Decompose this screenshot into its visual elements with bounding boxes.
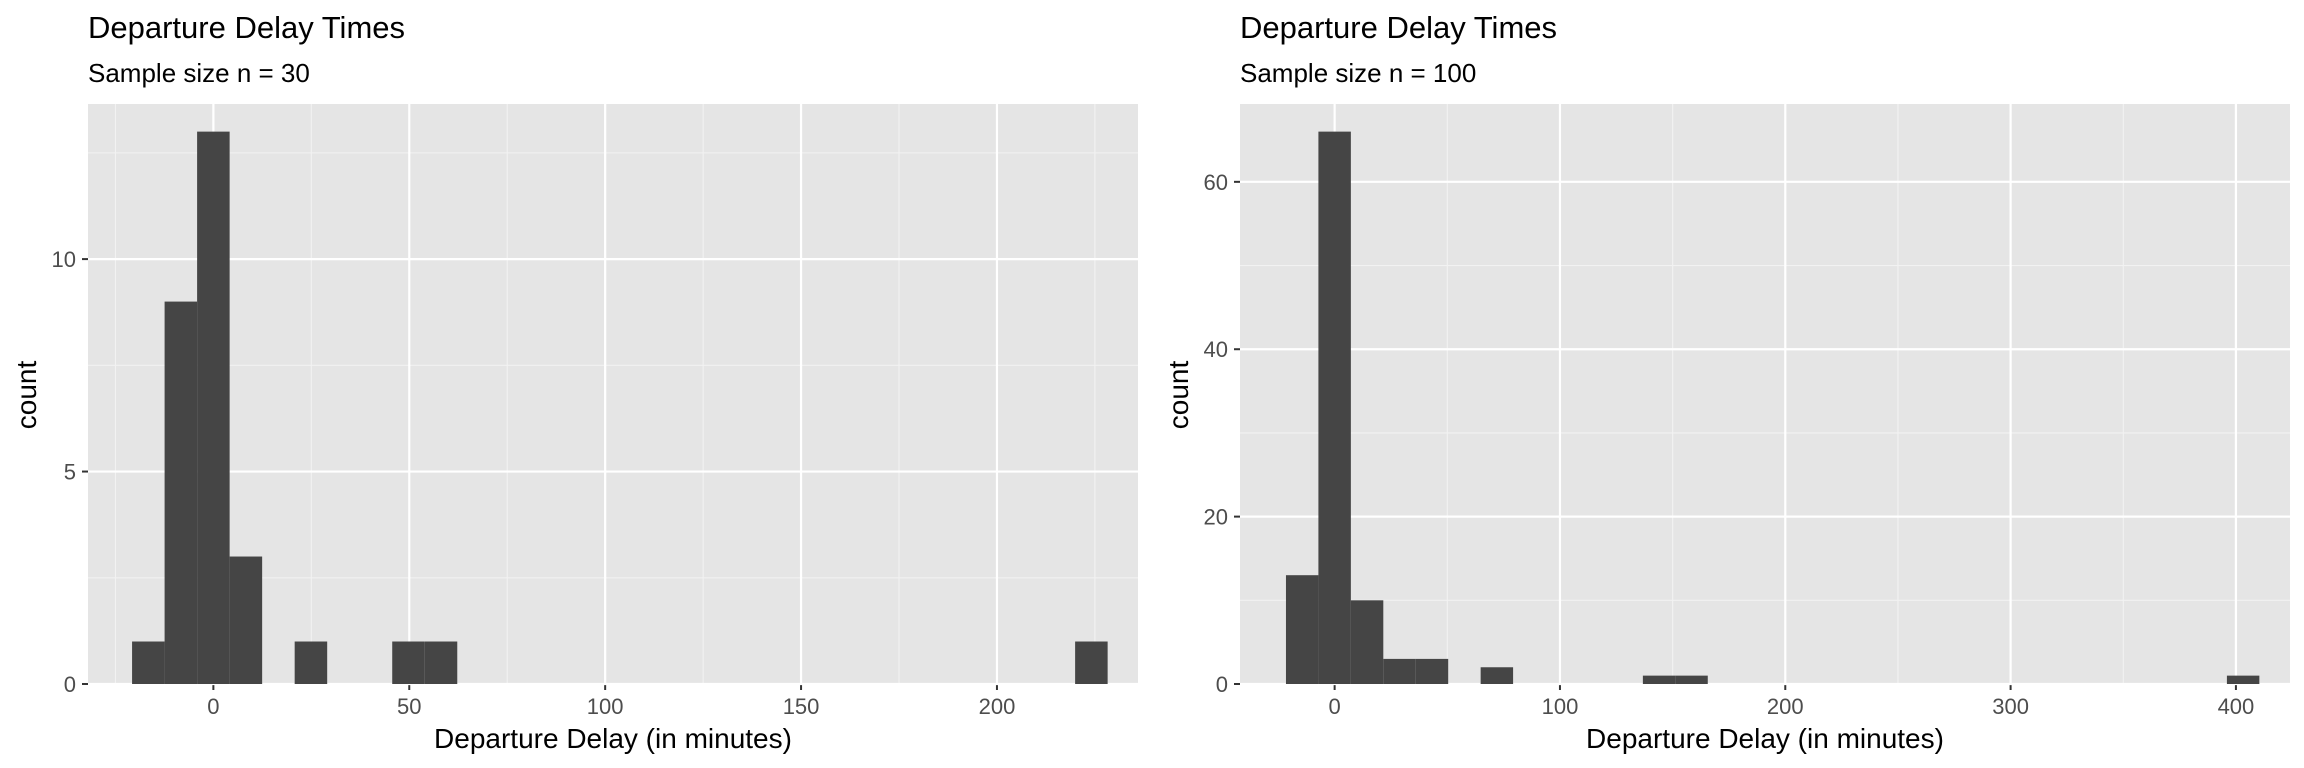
histogram-n100: 0 100 200 300 400 0 20 40 60 Departure Delay Tim… xyxy=(1163,10,2290,754)
x-tick-label: 400 xyxy=(2218,694,2255,719)
y-tick-label: 5 xyxy=(64,460,76,485)
histogram-bar xyxy=(1075,641,1108,684)
histogram-bar xyxy=(1318,131,1351,685)
x-axis-title: Departure Delay (in minutes) xyxy=(1586,723,1944,754)
chart-subtitle: Sample size n = 30 xyxy=(88,58,310,88)
histogram-bar xyxy=(1642,675,1676,684)
y-tick-label: 10 xyxy=(52,247,76,272)
y-tick-label: 40 xyxy=(1204,337,1228,362)
y-tick-label: 0 xyxy=(64,672,76,697)
y-tick-label: 20 xyxy=(1204,505,1228,530)
histogram-bar xyxy=(132,641,165,684)
plot-panel xyxy=(88,104,1138,684)
y-axis-title: count xyxy=(11,361,42,430)
histogram-bar xyxy=(424,641,458,684)
histogram-n30: 0 50 100 150 200 0 5 10 Departure Delay Times S… xyxy=(11,10,1138,754)
plot-layer: 0 100 200 300 400 0 20 40 60 xyxy=(1204,104,2290,719)
x-tick-label: 100 xyxy=(1542,694,1579,719)
x-tick-label: 200 xyxy=(979,694,1016,719)
histogram-bar xyxy=(1415,658,1449,684)
x-tick-label: 0 xyxy=(1329,694,1341,719)
histogram-bar xyxy=(1285,575,1319,684)
y-tick-label: 0 xyxy=(1216,672,1228,697)
plot-panel xyxy=(1240,104,2290,684)
histogram-bar xyxy=(392,641,425,684)
histogram-bar xyxy=(1350,600,1384,684)
chart-title: Departure Delay Times xyxy=(88,10,405,45)
histogram-bar xyxy=(1383,658,1416,684)
x-tick-label: 150 xyxy=(783,694,820,719)
x-tick-label: 50 xyxy=(397,694,421,719)
histogram-bar xyxy=(2226,675,2260,684)
histogram-bar xyxy=(197,131,230,685)
histogram-bar xyxy=(164,301,198,684)
histogram-bar xyxy=(1480,667,1514,684)
plot-layer: 0 50 100 150 200 0 5 10 xyxy=(52,104,1138,719)
x-tick-label: 300 xyxy=(1992,694,2029,719)
y-axis-title: count xyxy=(1163,361,1194,430)
chart-title: Departure Delay Times xyxy=(1240,10,1557,45)
histogram-bar xyxy=(294,641,328,684)
x-axis-title: Departure Delay (in minutes) xyxy=(434,723,792,754)
y-tick-label: 60 xyxy=(1204,170,1228,195)
histogram-bar xyxy=(1675,675,1708,684)
x-tick-label: 0 xyxy=(207,694,219,719)
x-tick-label: 200 xyxy=(1767,694,1804,719)
x-tick-label: 100 xyxy=(587,694,624,719)
histogram-bar xyxy=(229,556,263,684)
chart-subtitle: Sample size n = 100 xyxy=(1240,58,1476,88)
